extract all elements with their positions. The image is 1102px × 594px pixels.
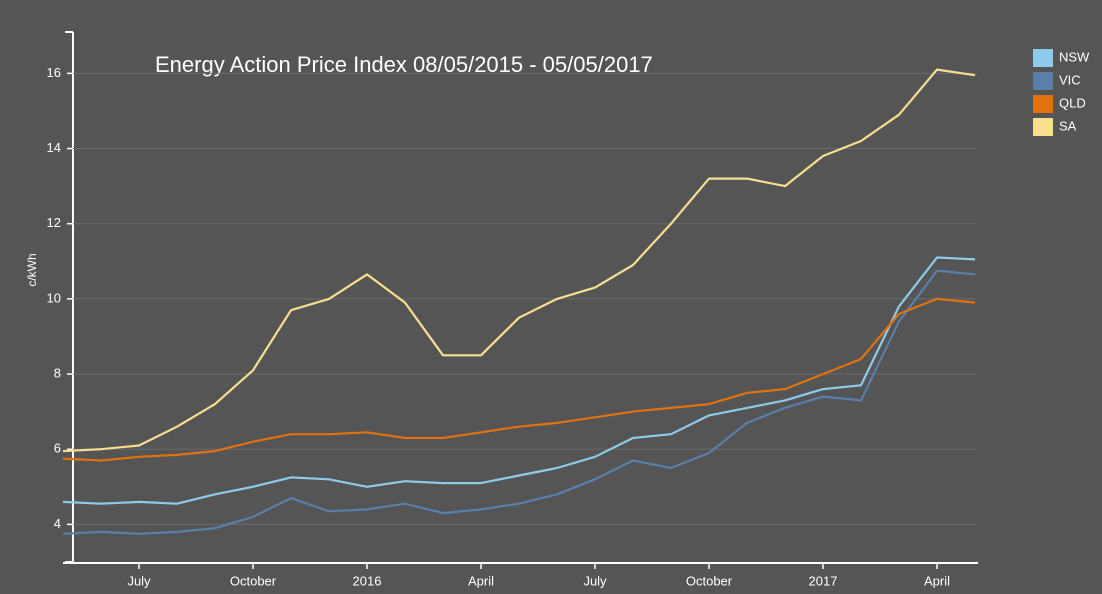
- y-tick-label: 6: [54, 441, 61, 456]
- x-tick-label: April: [468, 573, 494, 588]
- y-axis-label: c/kWh: [25, 253, 39, 286]
- legend-swatch: [1033, 118, 1053, 136]
- x-tick-label: October: [686, 573, 733, 588]
- y-tick-label: 10: [47, 290, 61, 305]
- series-line: [62, 297, 976, 462]
- x-tick-label: 2017: [809, 573, 838, 588]
- y-tick-label: 4: [54, 516, 61, 531]
- x-tick-label: October: [230, 573, 277, 588]
- legend-swatch: [1033, 95, 1053, 113]
- y-tick-label: 12: [47, 215, 61, 230]
- x-tick-label: April: [924, 573, 950, 588]
- series-line: [62, 256, 976, 505]
- legend-label: QLD: [1059, 95, 1086, 110]
- legend-swatch: [1033, 49, 1053, 67]
- legend-label: NSW: [1059, 49, 1090, 64]
- series-line: [62, 269, 976, 535]
- legend-swatch: [1033, 72, 1053, 90]
- y-tick-label: 14: [47, 140, 61, 155]
- x-tick-label: 2016: [353, 573, 382, 588]
- legend-label: VIC: [1059, 72, 1081, 87]
- y-tick-label: 16: [47, 65, 61, 80]
- series-line: [62, 68, 976, 453]
- y-tick-label: 8: [54, 365, 61, 380]
- legend-label: SA: [1059, 118, 1077, 133]
- x-tick-label: July: [127, 573, 151, 588]
- x-tick-label: July: [583, 573, 607, 588]
- chart-title: Energy Action Price Index 08/05/2015 - 0…: [155, 52, 653, 77]
